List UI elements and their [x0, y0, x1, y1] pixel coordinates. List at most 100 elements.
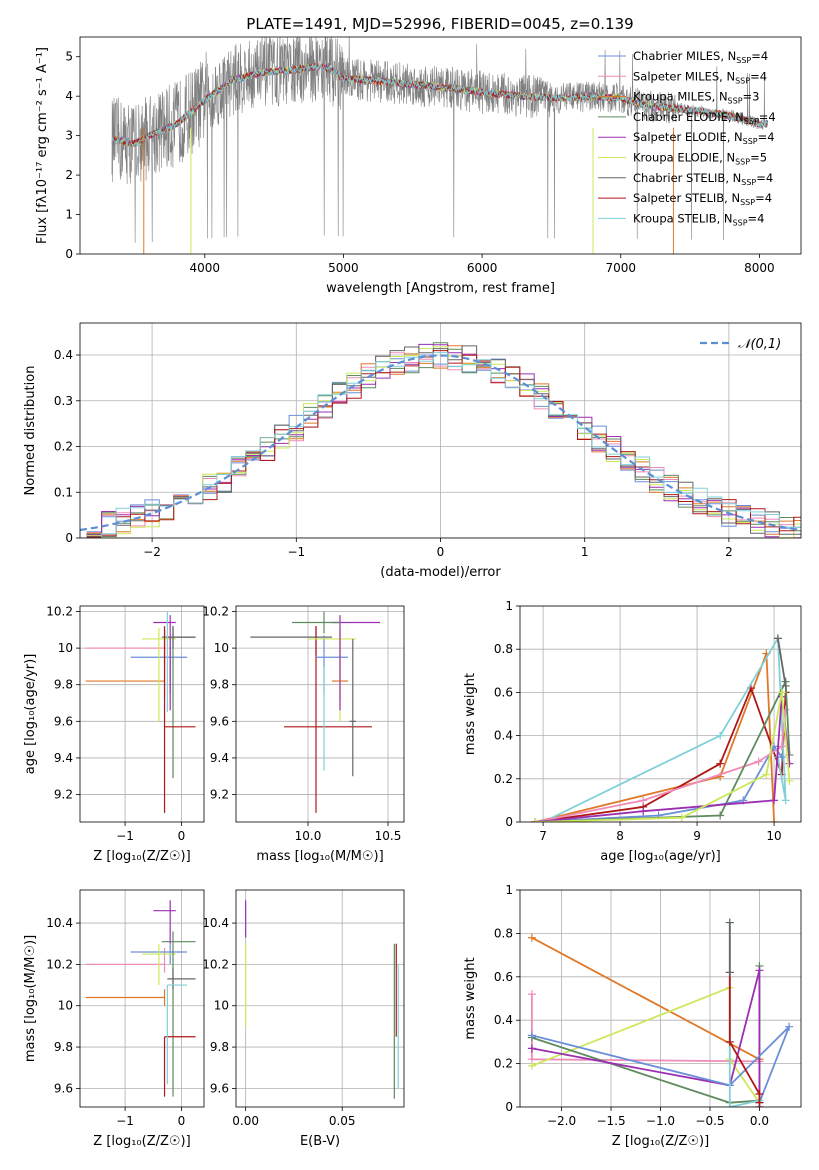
x-tick-label: −2: [143, 545, 161, 559]
y-tick-label: 0.6: [494, 970, 513, 984]
y-axis-label: mass weight: [463, 673, 478, 755]
errorbar-point: [332, 615, 380, 711]
histogram-series: [80, 352, 801, 538]
y-tick-label: 0.1: [54, 485, 73, 499]
weight-series-line: [535, 696, 791, 822]
weight-series-line: [531, 994, 761, 1107]
y-tick-label: 0.3: [54, 394, 73, 408]
y-tick-label: 0.4: [54, 348, 73, 362]
y-tick-label: 10: [58, 641, 73, 655]
y-tick-label: 0.2: [494, 772, 513, 786]
weight-point-marker: [539, 818, 548, 822]
x-tick-label: 10: [766, 829, 781, 843]
weight-point-marker: [639, 807, 648, 816]
weight-point-marker: [755, 966, 764, 975]
weight-point-marker: [754, 757, 763, 766]
legend-label: Kroupa ELODIE, NSSP=5: [633, 151, 767, 167]
x-tick-label: 0: [437, 545, 445, 559]
y-tick-label: 0.2: [494, 1057, 513, 1071]
panel-weight_vs_age: 7 8 9 10 0 0.2 0.4 0.6 0.8 1 age [log₁₀(age/yr)] ma…: [463, 599, 802, 864]
weight-point-marker: [777, 742, 786, 751]
plot-area-residuals: [80, 323, 801, 538]
legend-label: Salpeter MILES, NSSP=4: [633, 69, 767, 85]
x-tick-label: 2: [725, 545, 733, 559]
weight-series-line: [531, 970, 761, 1107]
x-tick-label: −2.0: [547, 1114, 576, 1128]
errorbar-point: [166, 984, 188, 1085]
panel-mass_vs_Z: −1 0 9.6 9.8 10 10.2 10.4 Z [log₁₀(Z/Z☉)] mass […: [23, 889, 205, 1149]
plot-area-mass_vs_EBV: [236, 890, 404, 1107]
weight-point-marker: [777, 688, 786, 697]
weight-point-marker: [639, 796, 648, 805]
y-tick-label: 10: [58, 999, 73, 1013]
y-tick-label: 0: [65, 247, 73, 261]
y-tick-label: 10.2: [202, 957, 229, 971]
legend-label: Salpeter ELODIE, NSSP=4: [633, 130, 775, 146]
x-tick-label: 8: [616, 829, 624, 843]
x-tick-label: 10.0: [295, 829, 322, 843]
weight-series-line: [535, 685, 787, 822]
errorbar-point: [161, 931, 196, 1097]
x-tick-label: 7: [539, 829, 547, 843]
errorbar-point: [167, 626, 196, 649]
weight-series-line: [535, 678, 791, 822]
y-tick-label: 9.6: [54, 714, 73, 728]
y-axis-label: mass [log₁₀(M/M☉)]: [23, 935, 38, 1062]
weight-point-marker: [785, 759, 794, 768]
errorbar-point: [85, 989, 166, 1006]
x-tick-label: −1.5: [596, 1114, 625, 1128]
x-axis-label: (data-model)/error: [380, 565, 501, 580]
weight-series-line: [531, 936, 761, 1107]
y-tick-label: 4: [65, 89, 73, 103]
y-tick-label: 10.2: [202, 604, 229, 618]
panel-age_vs_Z: −1 0 9.2 9.4 9.6 9.8 10 10.2 Z [log₁₀(Z/Z☉)] age …: [23, 604, 205, 864]
weight-point-marker: [531, 818, 540, 822]
y-tick-label: 0.8: [494, 642, 513, 656]
weight-point-marker: [762, 770, 771, 779]
x-tick-label: 4000: [190, 261, 221, 275]
legend-label: 𝒩(0,1): [738, 337, 781, 352]
y-tick-label: 1: [65, 208, 73, 222]
legend-label: Kroupa STELIB, NSSP=4: [633, 211, 764, 227]
plot-area-spectrum: [111, 37, 768, 254]
y-tick-label: 9.8: [54, 1040, 73, 1054]
y-tick-label: 10.2: [46, 957, 73, 971]
x-tick-label: 10.5: [375, 829, 402, 843]
x-tick-label: −1.0: [646, 1114, 675, 1128]
weight-point-marker: [677, 813, 686, 822]
x-tick-label: 0.05: [329, 1114, 356, 1128]
weight-point-marker: [527, 1044, 536, 1053]
y-tick-label: 3: [65, 129, 73, 143]
axes-frame: [79, 322, 802, 539]
y-tick-label: 1: [505, 883, 513, 897]
legend-label: Kroupa MILES, NSSP=3: [633, 90, 759, 106]
weight-point-marker: [527, 990, 536, 999]
weight-point-marker: [755, 1089, 764, 1098]
x-axis-label: Z [log₁₀(Z/Z☉)]: [93, 849, 190, 864]
weight-point-marker: [781, 796, 790, 805]
x-tick-label: 0: [178, 1114, 186, 1128]
x-tick-label: 9: [693, 829, 701, 843]
spectrum-model-line: [111, 63, 768, 147]
errorbar-point: [153, 900, 176, 944]
x-tick-label: −1: [287, 545, 305, 559]
y-tick-label: 9.2: [210, 788, 229, 802]
y-axis-label: mass weight: [463, 957, 478, 1039]
y-tick-label: 0: [505, 815, 513, 829]
weight-point-marker: [725, 1103, 734, 1107]
y-tick-label: 0: [505, 1100, 513, 1114]
x-tick-label: 6000: [467, 261, 498, 275]
plot-area-age_vs_mass: [236, 606, 404, 822]
panel-age_vs_mass: 10.0 10.5 9.2 9.4 9.6 9.8 10 10.2 mass [log₁₀(M/…: [202, 604, 405, 864]
gaussian-reference-line: [80, 354, 801, 532]
y-tick-label: 9.2: [54, 788, 73, 802]
plot-area-weight_vs_Z: [520, 890, 801, 1107]
y-tick-label: 10: [214, 999, 229, 1013]
x-tick-label: −1: [116, 1114, 134, 1128]
x-tick-label: 8000: [744, 261, 775, 275]
x-axis-label: E(B-V): [300, 1134, 340, 1149]
y-tick-label: 2: [65, 168, 73, 182]
x-axis-label: Z [log₁₀(Z/Z☉)]: [93, 1134, 190, 1149]
errorbar-point: [292, 611, 340, 634]
y-tick-label: 0.8: [494, 926, 513, 940]
